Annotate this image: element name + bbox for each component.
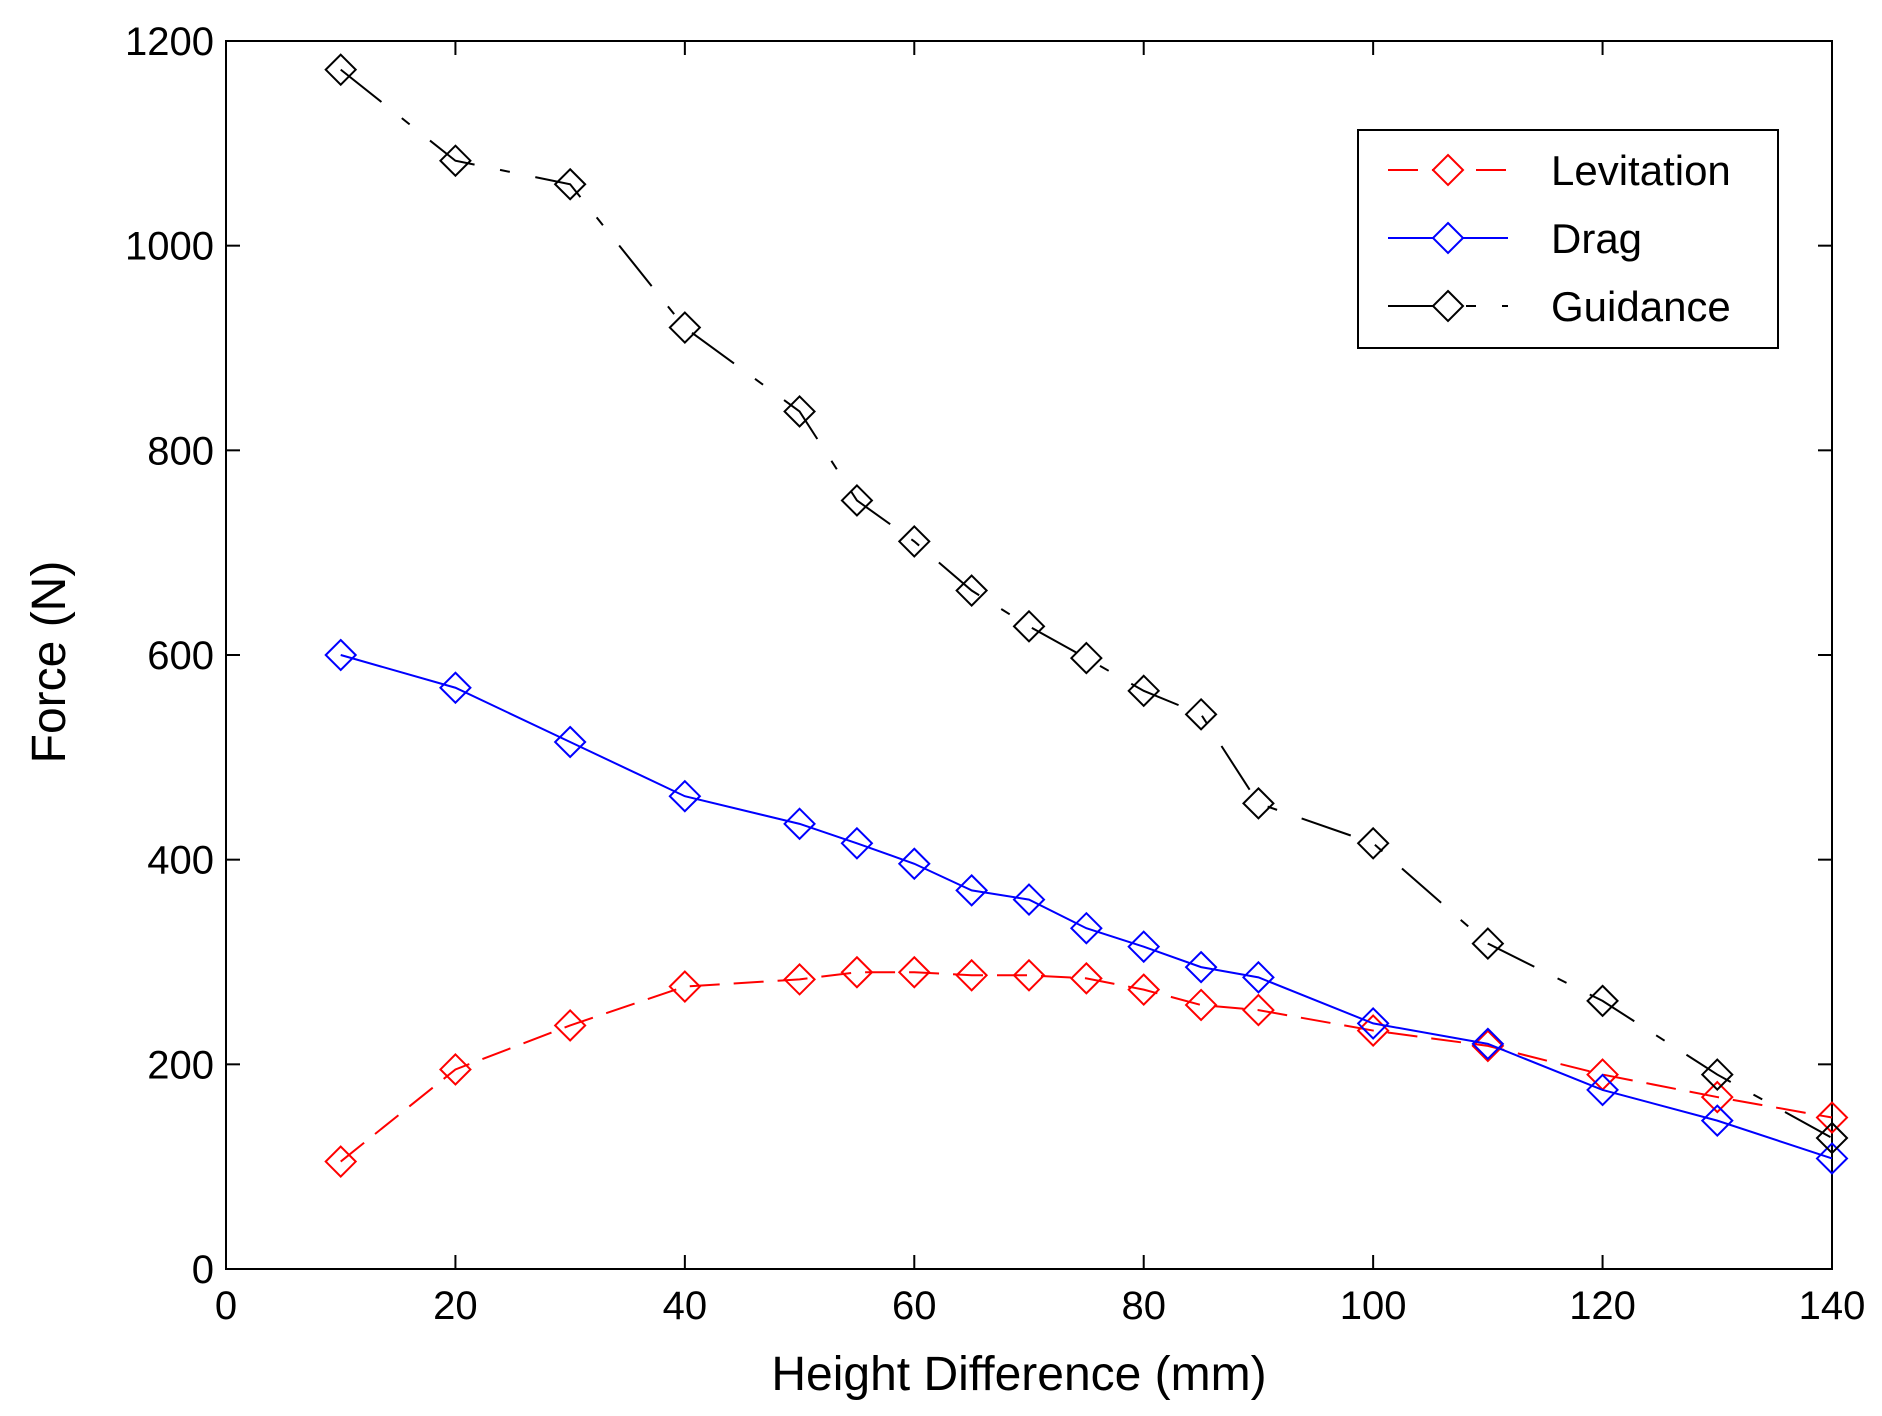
series-guidance: [324, 53, 1849, 1155]
x-tick-label: 60: [892, 1284, 937, 1328]
data-point-guidance: [897, 524, 931, 558]
data-point-drag: [1471, 1027, 1505, 1061]
data-point-levitation: [1184, 988, 1218, 1022]
data-point-levitation: [553, 1009, 587, 1042]
data-point-drag: [1356, 1006, 1390, 1040]
data-point-guidance: [1815, 1121, 1849, 1155]
data-point-guidance: [1127, 674, 1161, 708]
y-tick-label: 200: [147, 1043, 214, 1087]
data-point-drag: [1127, 930, 1161, 964]
data-point-drag: [1586, 1073, 1619, 1107]
data-point-levitation: [1242, 993, 1275, 1027]
x-axis-title: Height Difference (mm): [771, 1348, 1266, 1401]
data-point-levitation: [1815, 1101, 1849, 1134]
data-point-levitation: [324, 1145, 358, 1178]
data-point-guidance: [668, 311, 702, 344]
data-point-guidance: [1471, 927, 1505, 960]
x-tick-label: 120: [1569, 1284, 1636, 1328]
data-point-guidance: [1184, 697, 1218, 731]
data-point-drag: [1700, 1104, 1734, 1138]
data-point-drag: [897, 847, 931, 881]
data-point-drag: [955, 873, 989, 907]
data-point-levitation: [1471, 1029, 1505, 1063]
data-point-levitation: [668, 970, 702, 1003]
legend-label: Levitation: [1551, 147, 1731, 194]
plot-area: 0 20 40 60 80 100 120 140 0 200 400 600 800 1000 1200: [125, 20, 1865, 1328]
x-tick-label: 100: [1340, 1284, 1407, 1328]
legend-label: Guidance: [1551, 283, 1731, 330]
legend-marker: [1431, 221, 1465, 255]
y-tick-label: 400: [147, 839, 214, 883]
y-axis-title: Force (N): [23, 561, 76, 764]
data-point-drag: [439, 671, 472, 705]
data-point-drag: [553, 725, 587, 759]
series-line-levitation: [340, 971, 1833, 1163]
series-levitation: [324, 955, 1849, 1178]
data-point-drag: [840, 826, 874, 860]
data-point-levitation: [1012, 958, 1046, 992]
series-layer: [324, 53, 1849, 1178]
data-point-guidance: [783, 395, 816, 428]
y-tick-label: 1000: [125, 225, 214, 269]
data-point-guidance: [1586, 984, 1619, 1018]
data-point-levitation: [897, 955, 931, 989]
series-line-drag: [340, 654, 1833, 1160]
data-point-drag: [783, 807, 816, 841]
y-tick-label: 1200: [125, 20, 214, 64]
y-tick-label: 800: [147, 429, 214, 473]
data-point-levitation: [955, 958, 989, 992]
legend-marker: [1431, 289, 1465, 323]
data-point-guidance: [955, 574, 989, 607]
x-tick-label: 0: [215, 1284, 237, 1328]
data-point-drag: [1184, 950, 1218, 984]
data-point-guidance: [840, 484, 874, 517]
series-drag: [324, 638, 1849, 1175]
x-tick-label: 140: [1799, 1284, 1866, 1328]
data-point-levitation: [1700, 1080, 1734, 1114]
legend-entry-guidance: Guidance: [1388, 283, 1731, 330]
data-point-drag: [1069, 911, 1103, 945]
data-point-drag: [324, 638, 358, 672]
data-point-guidance: [1012, 609, 1046, 643]
x-tick-label: 20: [433, 1284, 478, 1328]
data-point-levitation: [783, 962, 816, 996]
data-point-guidance: [1356, 826, 1390, 860]
legend: Levitation Drag Guidance: [1357, 129, 1779, 349]
x-tick-label: 40: [663, 1284, 708, 1328]
x-tick-label: 80: [1121, 1284, 1166, 1328]
legend-label: Drag: [1551, 215, 1642, 262]
data-point-levitation: [1127, 973, 1161, 1007]
data-point-levitation: [1069, 961, 1103, 995]
data-point-guidance: [553, 167, 587, 201]
legend-marker: [1431, 153, 1465, 187]
data-point-guidance: [439, 144, 472, 178]
legend-entry-drag: Drag: [1388, 215, 1642, 262]
data-point-guidance: [324, 53, 358, 87]
data-point-drag: [1012, 883, 1046, 916]
data-point-levitation: [840, 955, 874, 989]
data-point-guidance: [1242, 786, 1275, 820]
data-point-guidance: [1069, 641, 1103, 675]
data-point-drag: [668, 779, 702, 813]
y-tick-label: 600: [147, 634, 214, 678]
data-point-levitation: [439, 1053, 472, 1086]
series-line-guidance: [340, 68, 1833, 1139]
data-point-guidance: [1700, 1058, 1734, 1091]
y-tick-label: 0: [192, 1248, 214, 1292]
legend-entry-levitation: Levitation: [1388, 147, 1731, 194]
data-point-drag: [1815, 1142, 1849, 1175]
data-point-drag: [1242, 960, 1275, 994]
